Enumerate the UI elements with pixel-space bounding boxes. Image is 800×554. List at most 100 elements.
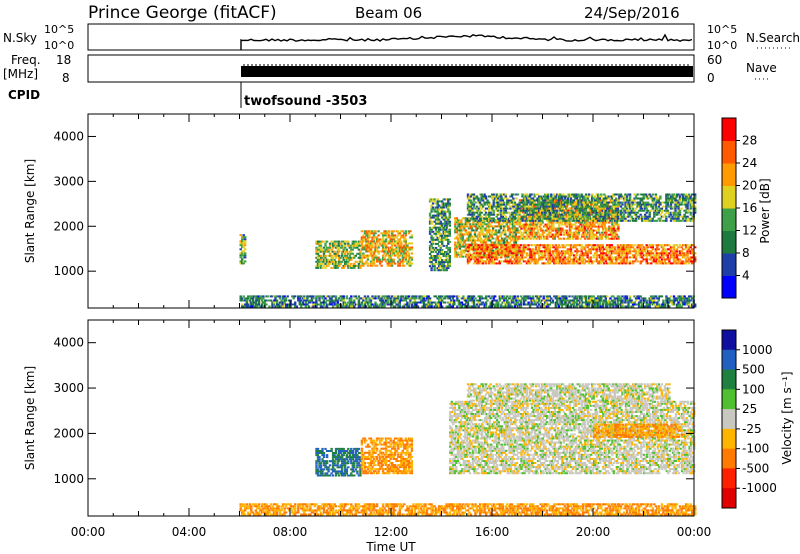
heatmap-cell: [681, 295, 685, 298]
heatmap-cell: [360, 262, 364, 265]
heatmap-cell: [406, 295, 409, 298]
heatmap-cell: [481, 239, 484, 242]
heatmap-cell: [384, 240, 388, 243]
heatmap-cell: [677, 246, 680, 249]
heatmap-cell: [369, 230, 373, 233]
heatmap-cell: [610, 299, 614, 302]
heatmap-cell: [586, 254, 589, 257]
heatmap-cell: [491, 262, 494, 265]
heatmap-cell: [342, 258, 345, 261]
heatmap-cell: [439, 301, 442, 304]
heatmap-cell: [441, 253, 444, 255]
heatmap-cell: [580, 260, 583, 263]
heatmap-cell: [503, 246, 506, 249]
heatmap-cell: [621, 301, 624, 304]
heatmap-cell: [522, 250, 526, 253]
heatmap-cell: [338, 242, 341, 245]
heatmap-cell: [438, 226, 441, 229]
heatmap-cell: [472, 237, 475, 240]
heatmap-cell: [589, 252, 592, 255]
heatmap-cell: [381, 244, 385, 247]
heatmap-cell: [515, 211, 518, 214]
heatmap-cell: [686, 252, 689, 255]
heatmap-cell: [521, 252, 524, 255]
heatmap-cell: [430, 198, 433, 201]
heatmap-cell: [484, 215, 488, 218]
heatmap-cell: [657, 305, 660, 308]
heatmap-cell: [480, 215, 483, 218]
heatmap-cell: [366, 230, 370, 233]
heatmap-cell: [531, 197, 535, 200]
heatmap-cell: [366, 254, 370, 257]
heatmap-cell: [572, 258, 576, 261]
heatmap-cell: [419, 301, 423, 304]
freq-label-1: Freq.: [11, 53, 41, 67]
heatmap-cell: [318, 246, 321, 249]
heatmap-cell: [583, 305, 586, 308]
heatmap-cell: [488, 248, 491, 251]
heatmap-cell: [398, 301, 401, 304]
heatmap-cell: [315, 301, 318, 304]
heatmap-cell: [475, 248, 479, 251]
heatmap-cell: [356, 246, 359, 249]
heatmap-cell: [470, 239, 474, 242]
heatmap-cell: [471, 297, 474, 300]
heatmap-cell: [392, 234, 395, 237]
heatmap-cell: [460, 233, 463, 236]
heatmap-cell: [415, 303, 418, 306]
heatmap-cell: [464, 255, 468, 258]
heatmap-cell: [547, 246, 550, 249]
heatmap-cell: [533, 256, 536, 259]
heatmap-cell: [507, 244, 511, 247]
heatmap-cell: [617, 225, 620, 228]
heatmap-cell: [468, 295, 471, 298]
heatmap-cell: [645, 303, 648, 306]
heatmap-cell: [534, 295, 538, 298]
heatmap-cell: [369, 248, 373, 251]
heatmap-cell: [468, 258, 471, 261]
heatmap-cell: [395, 240, 398, 243]
heatmap-cell: [472, 244, 476, 247]
heatmap-cell: [375, 238, 379, 241]
heatmap-cell: [621, 303, 624, 306]
heatmap-cell: [575, 252, 579, 255]
heatmap-cell: [380, 244, 383, 247]
heatmap-cell: [600, 297, 603, 300]
heatmap-cell: [606, 295, 609, 298]
heatmap-cell: [479, 237, 483, 240]
heatmap-cell: [472, 248, 476, 251]
heatmap-cell: [466, 223, 469, 226]
heatmap-cell: [434, 238, 438, 241]
heatmap-cell: [515, 250, 518, 253]
heatmap-cell: [528, 303, 532, 306]
heatmap-cell: [433, 210, 436, 213]
heatmap-cell: [569, 250, 573, 253]
heatmap-cell: [473, 231, 477, 234]
heatmap-cell: [542, 297, 545, 300]
heatmap-cell: [422, 299, 426, 302]
heatmap-cell: [350, 258, 353, 261]
heatmap-cell: [463, 225, 466, 228]
heatmap-cell: [436, 210, 439, 213]
heatmap-cell: [362, 238, 365, 241]
heatmap-cell: [472, 225, 475, 228]
heatmap-cell: [433, 267, 436, 270]
heatmap-cell: [392, 260, 395, 263]
heatmap-cell: [350, 303, 353, 306]
heatmap-cell: [380, 305, 383, 308]
heatmap-cell: [456, 295, 459, 298]
heatmap-cell: [444, 238, 447, 241]
heatmap-cell: [596, 235, 599, 238]
heatmap-cell: [574, 301, 577, 304]
heatmap-cell: [613, 246, 617, 249]
heatmap-cell: [334, 266, 338, 269]
heatmap-cell: [374, 256, 377, 259]
heatmap-cell: [489, 297, 492, 300]
heatmap-cell: [516, 297, 520, 300]
heatmap-cell: [289, 303, 292, 306]
heatmap-cell: [369, 301, 373, 304]
heatmap-cell: [345, 258, 348, 261]
heatmap-cell: [455, 219, 458, 222]
heatmap-cell: [304, 305, 307, 308]
heatmap-cell: [677, 305, 680, 308]
